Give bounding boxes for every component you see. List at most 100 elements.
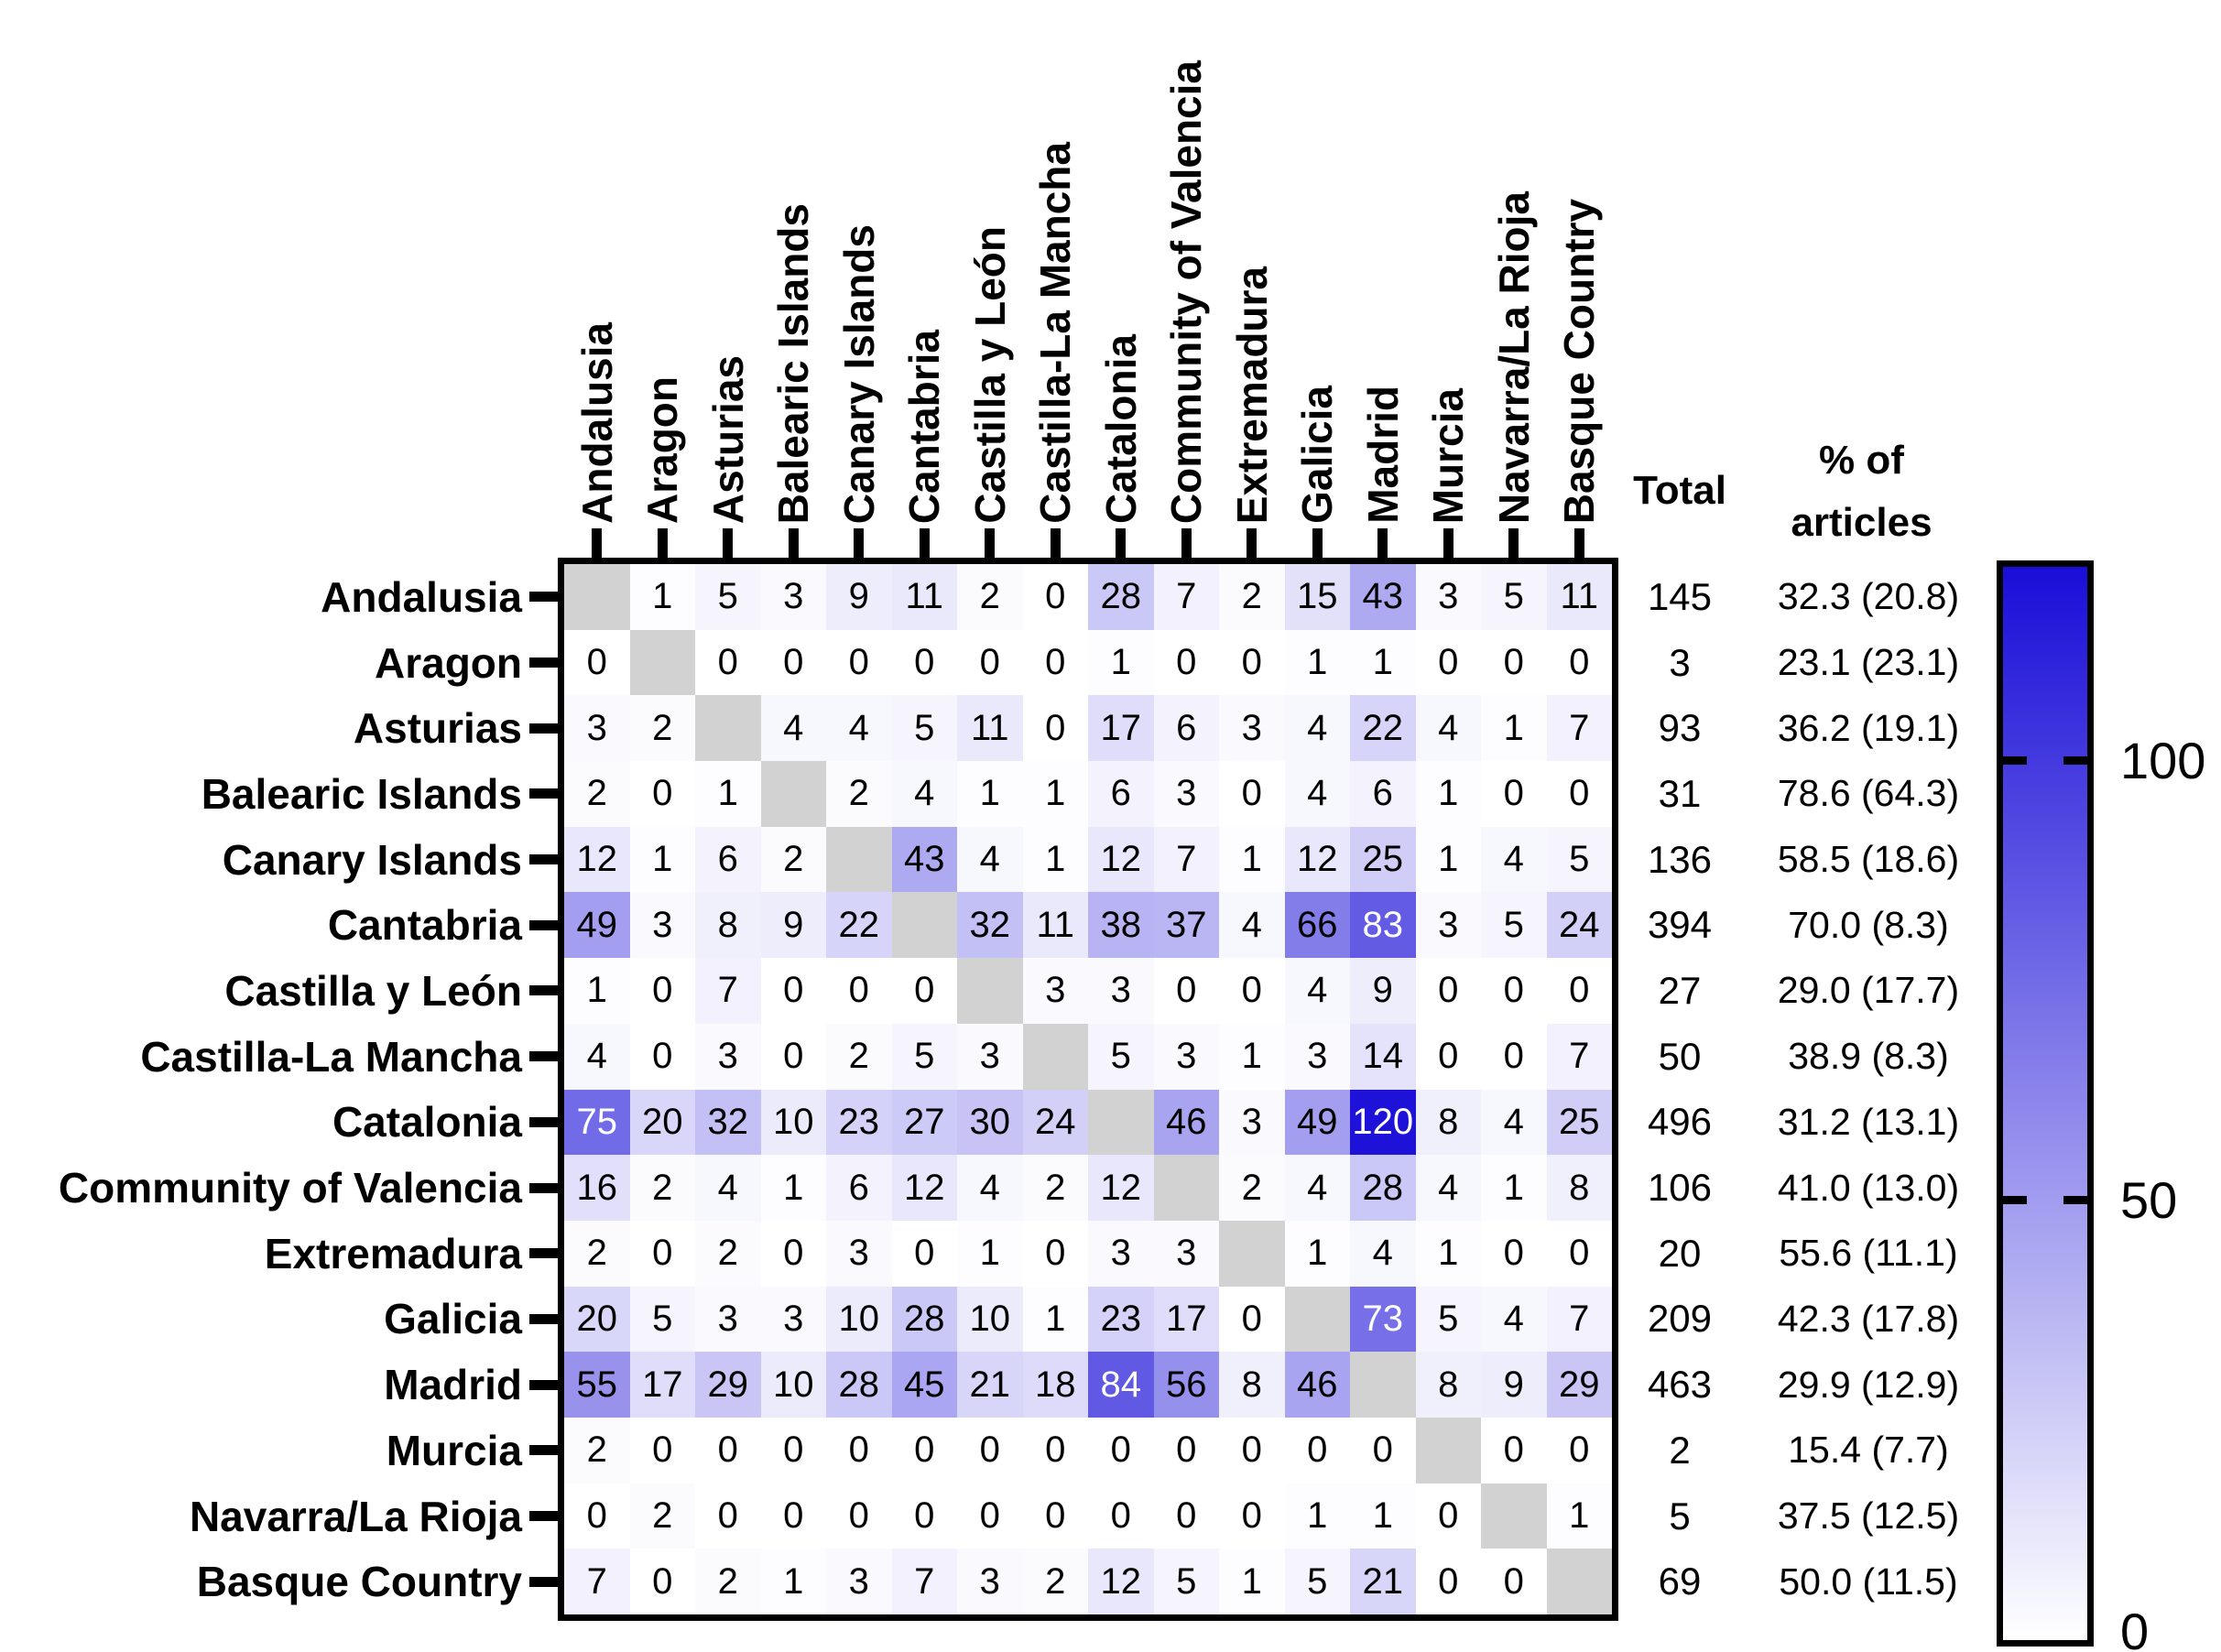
row-tick bbox=[529, 1313, 558, 1324]
column-label: Navarra/La Rioja bbox=[1489, 190, 1538, 524]
matrix-cell: 84 bbox=[1088, 1352, 1154, 1418]
matrix-cell: 1 bbox=[1088, 629, 1154, 696]
matrix-cell: 2 bbox=[957, 564, 1023, 630]
matrix-cell bbox=[564, 564, 630, 630]
matrix-cell: 11 bbox=[1022, 892, 1088, 959]
matrix-cell: 0 bbox=[1088, 1417, 1154, 1484]
matrix-cell: 0 bbox=[760, 629, 826, 696]
matrix-cell: 3 bbox=[1415, 892, 1481, 959]
matrix-cell: 4 bbox=[1481, 826, 1547, 893]
row-label: Navarra/La Rioja bbox=[189, 1492, 522, 1540]
matrix-cell: 0 bbox=[1481, 1549, 1547, 1614]
column-label-box: Asturias bbox=[691, 0, 765, 524]
matrix-cell: 0 bbox=[1481, 761, 1547, 827]
column-tick bbox=[1443, 528, 1453, 558]
matrix-cell: 3 bbox=[629, 892, 695, 959]
matrix-cell: 5 bbox=[1481, 564, 1547, 630]
matrix-cell: 5 bbox=[1481, 892, 1547, 959]
pct-articles-value: 41.0 (13.0) bbox=[1777, 1166, 1960, 1209]
column-label: Aragon bbox=[638, 376, 687, 524]
total-value: 496 bbox=[1647, 1100, 1713, 1144]
matrix-cell: 2 bbox=[695, 1220, 761, 1287]
row-tick bbox=[529, 1182, 558, 1193]
matrix-cell: 3 bbox=[826, 1549, 892, 1614]
matrix-cell: 4 bbox=[891, 761, 957, 827]
matrix-cell bbox=[1088, 1089, 1154, 1156]
matrix-cell: 49 bbox=[1284, 1089, 1350, 1156]
matrix-cell: 27 bbox=[891, 1089, 957, 1156]
pct-articles-value: 29.9 (12.9) bbox=[1777, 1363, 1960, 1406]
row-label: Basque Country bbox=[196, 1558, 522, 1606]
column-label: Canary Islands bbox=[834, 223, 883, 524]
colorbar bbox=[1997, 560, 2094, 1647]
matrix-cell: 0 bbox=[760, 1220, 826, 1287]
matrix-cell: 46 bbox=[1153, 1089, 1219, 1156]
matrix-cell: 7 bbox=[1153, 564, 1219, 630]
matrix-cell bbox=[826, 826, 892, 893]
total-value: 106 bbox=[1647, 1166, 1713, 1210]
matrix-cell: 21 bbox=[1350, 1549, 1416, 1614]
matrix-cell: 4 bbox=[760, 695, 826, 762]
column-label-box: Aragon bbox=[626, 0, 699, 524]
matrix-cell: 38 bbox=[1088, 892, 1154, 959]
column-label: Madrid bbox=[1358, 386, 1407, 524]
matrix-cell: 0 bbox=[1546, 629, 1612, 696]
colorbar-tick-label-0: 0 bbox=[2120, 1602, 2150, 1652]
pct-articles-value: 55.6 (11.1) bbox=[1779, 1232, 1958, 1275]
matrix-cell: 1 bbox=[1219, 1023, 1285, 1090]
matrix-cell: 0 bbox=[1219, 761, 1285, 827]
matrix-cell: 0 bbox=[1415, 1023, 1481, 1090]
matrix-cell: 0 bbox=[760, 1483, 826, 1549]
matrix-cell: 1 bbox=[629, 564, 695, 630]
row-label: Catalonia bbox=[332, 1098, 522, 1147]
column-label: Balearic Islands bbox=[769, 202, 818, 524]
total-value: 93 bbox=[1658, 706, 1702, 750]
matrix-cell bbox=[1284, 1286, 1350, 1353]
row-tick bbox=[529, 723, 558, 734]
matrix-cell: 2 bbox=[1022, 1155, 1088, 1221]
total-column-header: Total bbox=[1633, 468, 1726, 513]
matrix-cell: 1 bbox=[1284, 1220, 1350, 1287]
matrix-cell: 0 bbox=[1022, 1417, 1088, 1484]
matrix-cell: 11 bbox=[957, 695, 1023, 762]
pct-articles-value: 29.0 (17.7) bbox=[1777, 969, 1960, 1012]
column-tick bbox=[919, 528, 930, 558]
matrix-cell: 12 bbox=[564, 826, 630, 893]
column-label-box: Murcia bbox=[1411, 0, 1485, 524]
column-tick bbox=[1573, 528, 1584, 558]
matrix-cell: 10 bbox=[826, 1286, 892, 1353]
matrix-cell: 0 bbox=[1415, 958, 1481, 1024]
matrix-cell: 1 bbox=[1022, 1286, 1088, 1353]
column-tick bbox=[985, 528, 996, 558]
column-tick bbox=[1508, 528, 1519, 558]
matrix-cell: 1 bbox=[564, 958, 630, 1024]
matrix-cell: 0 bbox=[629, 958, 695, 1024]
matrix-cell: 14 bbox=[1350, 1023, 1416, 1090]
matrix-cell: 0 bbox=[826, 1417, 892, 1484]
matrix-cell: 5 bbox=[695, 564, 761, 630]
total-value: 394 bbox=[1647, 903, 1713, 947]
matrix-cell: 4 bbox=[695, 1155, 761, 1221]
pct-header-line1: % of bbox=[1819, 438, 1904, 483]
matrix-cell bbox=[891, 892, 957, 959]
matrix-cell: 12 bbox=[891, 1155, 957, 1221]
matrix-cell: 7 bbox=[1153, 826, 1219, 893]
matrix-cell: 4 bbox=[826, 695, 892, 762]
matrix-cell: 17 bbox=[629, 1352, 695, 1418]
matrix-cell: 6 bbox=[1088, 761, 1154, 827]
matrix-cell: 43 bbox=[891, 826, 957, 893]
matrix-cell: 4 bbox=[1284, 695, 1350, 762]
row-tick bbox=[529, 919, 558, 930]
matrix-cell: 7 bbox=[891, 1549, 957, 1614]
total-value: 5 bbox=[1669, 1494, 1691, 1538]
pct-articles-value: 31.2 (13.1) bbox=[1777, 1100, 1960, 1143]
column-tick bbox=[1050, 528, 1061, 558]
matrix-cell: 28 bbox=[891, 1286, 957, 1353]
matrix-cell: 3 bbox=[1153, 761, 1219, 827]
column-tick bbox=[1247, 528, 1257, 558]
matrix-cell: 0 bbox=[1022, 564, 1088, 630]
pct-articles-value: 36.2 (19.1) bbox=[1777, 706, 1960, 749]
matrix-cell: 0 bbox=[1219, 1286, 1285, 1353]
matrix-cell: 3 bbox=[1284, 1023, 1350, 1090]
